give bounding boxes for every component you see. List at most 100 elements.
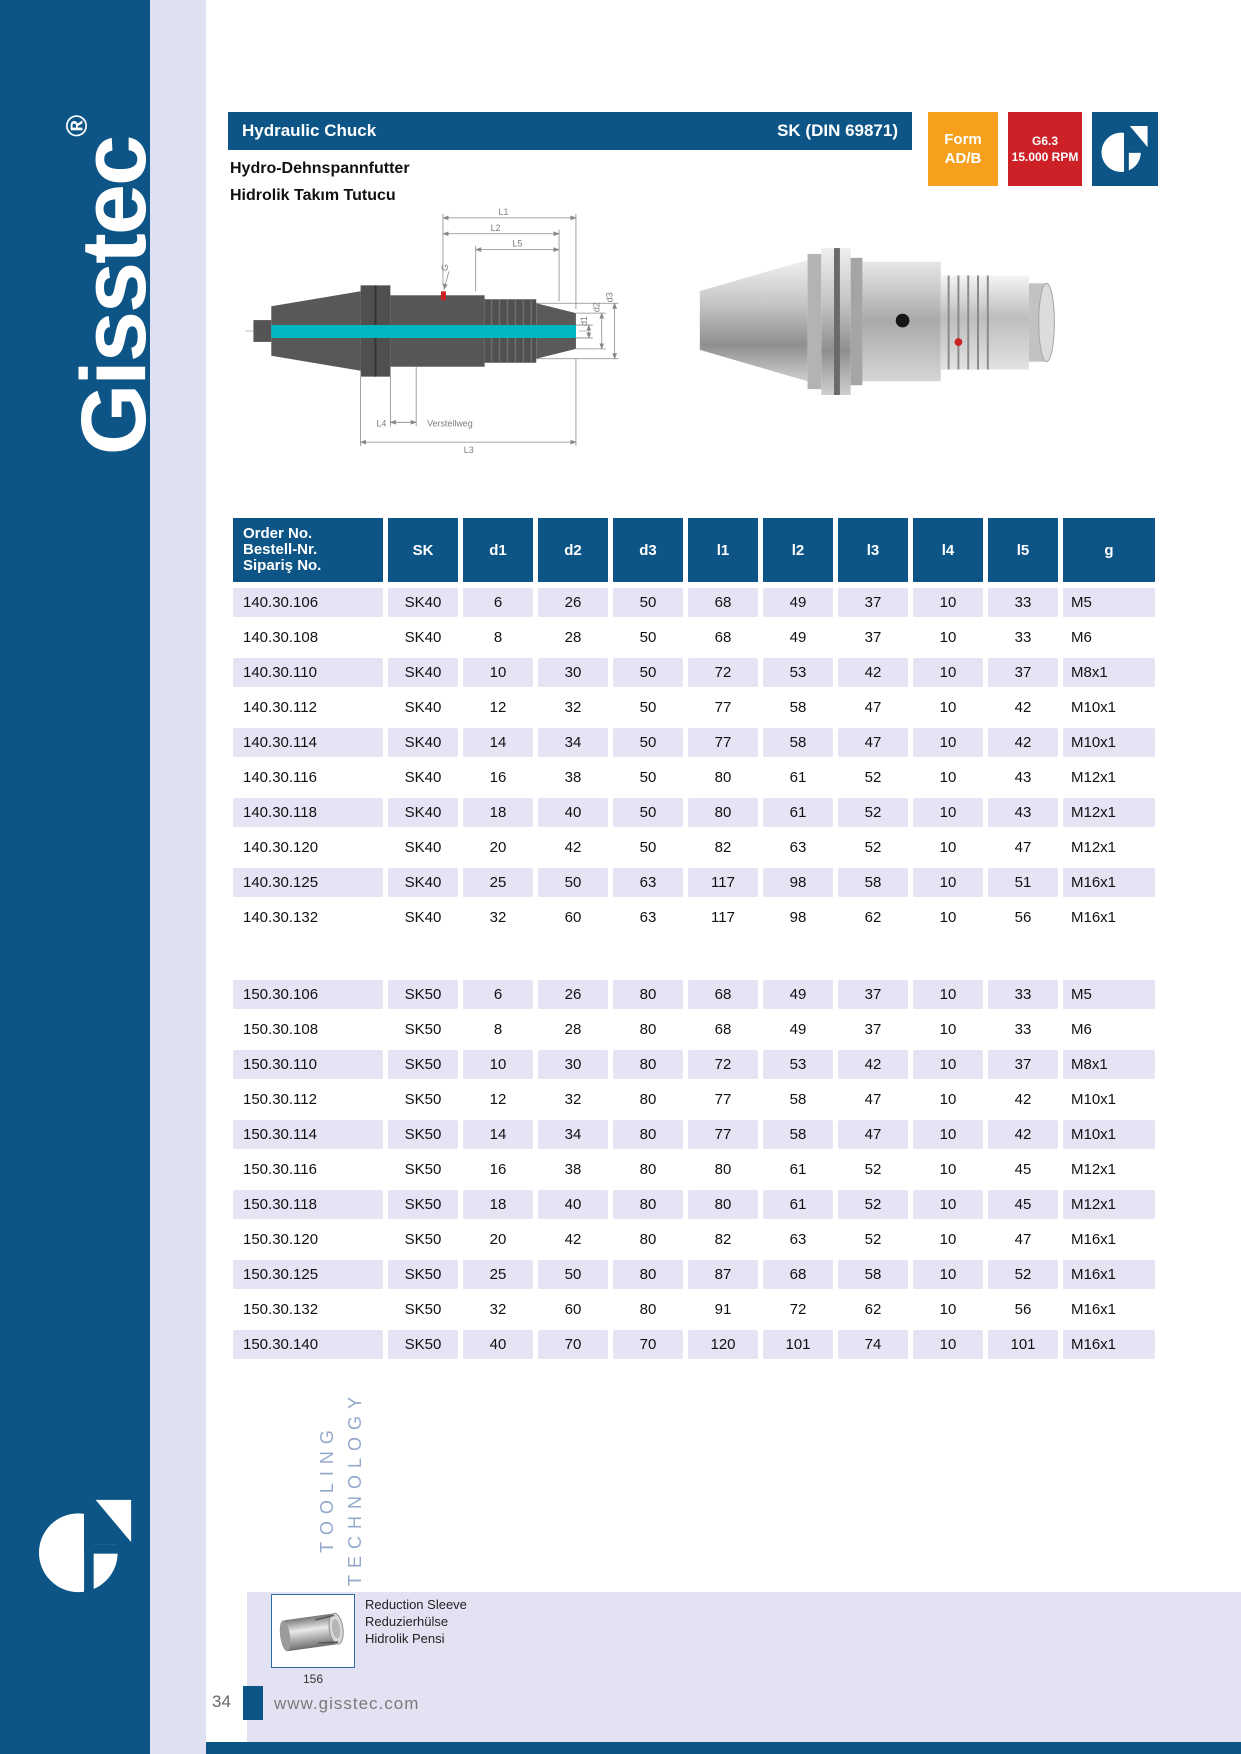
table-row: 140.30.114 SK40 14 34 50 77 58 47 10 42 M10x1 bbox=[233, 728, 1155, 757]
cell-value: 10 bbox=[939, 629, 957, 646]
table-row: 140.30.110 SK40 10 30 50 72 53 42 10 37 M8x1 bbox=[233, 658, 1155, 687]
cell-value: 43 bbox=[1014, 769, 1032, 786]
technical-drawing: L1 L2 L5 G d1 d2 d3 L4 Verstellweg L3 bbox=[245, 207, 619, 455]
cell-value: 98 bbox=[789, 909, 807, 926]
cell-value: 58 bbox=[789, 1091, 807, 1108]
cell-value: 61 bbox=[763, 798, 833, 827]
column-header-g: g bbox=[1063, 518, 1155, 582]
cell-value: 117 bbox=[688, 868, 758, 897]
cell-value: M16x1 bbox=[1063, 1330, 1155, 1359]
cell-value: 101 bbox=[988, 1330, 1058, 1359]
cell-value: 37 bbox=[838, 980, 908, 1009]
cell-order-no: 140.30.108 bbox=[243, 629, 319, 646]
table-row: 150.30.118 SK50 18 40 80 80 61 52 10 45 M12x1 bbox=[233, 1190, 1155, 1219]
bottom-note-panel bbox=[247, 1592, 1241, 1754]
column-header-d3: d3 bbox=[613, 518, 683, 582]
cell-value: 77 bbox=[714, 1091, 732, 1108]
cell-value: SK40 bbox=[404, 769, 442, 786]
cell-value: 14 bbox=[463, 1120, 533, 1149]
cell-value: SK40 bbox=[404, 629, 442, 646]
table-row: 140.30.132 SK40 32 60 63 117 98 62 10 56 M16x1 bbox=[233, 903, 1155, 932]
cell-value: 80 bbox=[688, 798, 758, 827]
cell-value: 28 bbox=[564, 1021, 582, 1038]
table-row: 140.30.112 SK40 12 32 50 77 58 47 10 42 M10x1 bbox=[233, 693, 1155, 722]
cell-value: 68 bbox=[714, 629, 732, 646]
subtitle-german: Hydro-Dehnspannfutter bbox=[230, 160, 410, 177]
cell-value: 62 bbox=[864, 1301, 882, 1318]
dim-label-d2: d2 bbox=[592, 302, 602, 312]
cell-value: 10 bbox=[939, 699, 957, 716]
cell-value: SK40 bbox=[404, 909, 442, 926]
cell-value: 80 bbox=[613, 1260, 683, 1289]
cell-value: 120 bbox=[688, 1330, 758, 1359]
cell-value: M16x1 bbox=[1063, 1260, 1155, 1289]
table-row: 150.30.106 SK50 6 26 80 68 49 37 10 33 M5 bbox=[233, 980, 1155, 1009]
cell-value: SK50 bbox=[404, 1091, 442, 1108]
cell-value: 10 bbox=[939, 1231, 957, 1248]
cell-value: M12x1 bbox=[1063, 1190, 1155, 1219]
sleeve-caption-en: Reduction Sleeve bbox=[365, 1597, 467, 1612]
table-row: 150.30.114 SK50 14 34 80 77 58 47 10 42 M10x1 bbox=[233, 1120, 1155, 1149]
column-header-order: Order No. Bestell-Nr. Sipariş No. bbox=[233, 518, 383, 582]
cell-value: SK50 bbox=[404, 1161, 442, 1178]
cell-value: 10 bbox=[913, 588, 983, 617]
cell-value: M16x1 bbox=[1071, 909, 1117, 926]
cell-value: SK50 bbox=[388, 1190, 458, 1219]
cell-value: 61 bbox=[789, 1161, 807, 1178]
cell-value: 51 bbox=[988, 868, 1058, 897]
cell-value: 43 bbox=[988, 798, 1058, 827]
cell-value: 42 bbox=[838, 1050, 908, 1079]
cell-value: M8x1 bbox=[1063, 658, 1155, 687]
brand-logo-badge bbox=[1092, 112, 1158, 186]
cell-value: 16 bbox=[489, 769, 507, 786]
cell-value: 10 bbox=[913, 1120, 983, 1149]
cell-order-no: 140.30.118 bbox=[233, 798, 383, 827]
dim-label-l2: L2 bbox=[491, 223, 501, 233]
speed-badge-line2: 15.000 RPM bbox=[1011, 150, 1079, 164]
cell-value: 38 bbox=[564, 1161, 582, 1178]
cell-value: 32 bbox=[564, 699, 582, 716]
cell-value: M10x1 bbox=[1071, 699, 1117, 716]
cell-value: M5 bbox=[1063, 588, 1155, 617]
cell-value: 77 bbox=[688, 728, 758, 757]
cell-value: 32 bbox=[489, 909, 507, 926]
cell-value: 50 bbox=[639, 769, 657, 786]
footer-url[interactable]: www.gisstec.com bbox=[274, 1694, 420, 1713]
cell-value: 12 bbox=[489, 699, 507, 716]
cell-value: SK40 bbox=[404, 839, 442, 856]
cell-value: 10 bbox=[913, 1190, 983, 1219]
cell-value: 20 bbox=[489, 839, 507, 856]
footer-page-number: 34 bbox=[212, 1692, 231, 1711]
form-badge-line1: Form bbox=[944, 131, 982, 148]
subtitle-turkish: Hidrolik Takım Tutucu bbox=[230, 187, 396, 204]
page-title: Hydraulic Chuck bbox=[242, 121, 377, 140]
table-row: 140.30.116 SK40 16 38 50 80 61 52 10 43 M12x1 bbox=[233, 763, 1155, 792]
cell-value: 80 bbox=[714, 1161, 732, 1178]
table-row: 150.30.112 SK50 12 32 80 77 58 47 10 42 M10x1 bbox=[233, 1085, 1155, 1114]
cell-value: 53 bbox=[763, 1050, 833, 1079]
form-badge: Form AD/B bbox=[928, 112, 998, 186]
cell-order-no: 140.30.125 bbox=[233, 868, 383, 897]
cell-value: SK40 bbox=[388, 868, 458, 897]
cell-value: SK40 bbox=[388, 798, 458, 827]
cell-value: 50 bbox=[613, 658, 683, 687]
cell-value: 47 bbox=[838, 1120, 908, 1149]
cell-value: 91 bbox=[714, 1301, 732, 1318]
cell-value: SK50 bbox=[388, 1330, 458, 1359]
cell-value: 80 bbox=[639, 1021, 657, 1038]
sleeve-caption-de: Reduzierhülse bbox=[365, 1614, 449, 1629]
dim-label-verstellweg: Verstellweg bbox=[427, 418, 473, 428]
cell-value: 80 bbox=[613, 1190, 683, 1219]
cell-value: 10 bbox=[939, 769, 957, 786]
cell-value: 45 bbox=[988, 1190, 1058, 1219]
cell-value: 49 bbox=[763, 588, 833, 617]
column-header-sk: SK bbox=[388, 518, 458, 582]
cell-value: 52 bbox=[988, 1260, 1058, 1289]
column-header-l2: l2 bbox=[763, 518, 833, 582]
cell-value: 10 bbox=[939, 839, 957, 856]
cell-value: 33 bbox=[988, 980, 1058, 1009]
sidebar: Gisstec® bbox=[0, 0, 165, 1754]
cell-value: M10x1 bbox=[1063, 1120, 1155, 1149]
cell-value: SK40 bbox=[388, 658, 458, 687]
dim-label-l4: L4 bbox=[376, 418, 386, 428]
